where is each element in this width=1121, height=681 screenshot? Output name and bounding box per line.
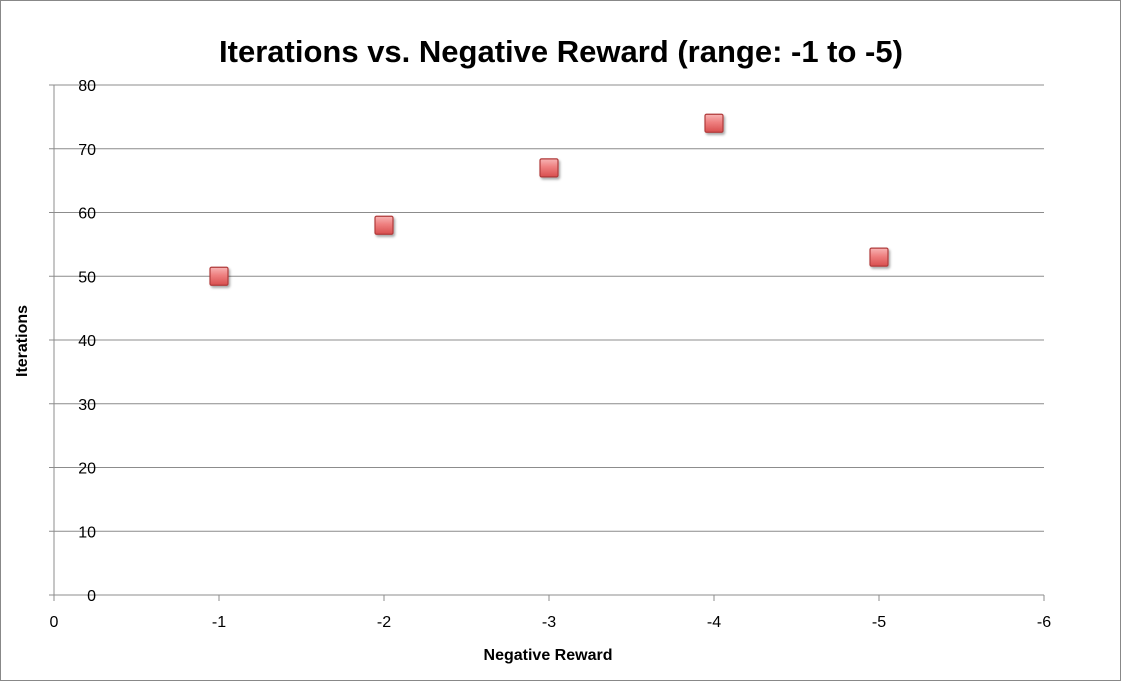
x-tick-label: -5 [872, 614, 886, 631]
data-point [539, 158, 559, 178]
x-tick-label: -4 [707, 614, 721, 631]
x-axis-label: Negative Reward [484, 647, 613, 664]
gridlines [54, 84, 1044, 532]
y-tick-label: 80 [78, 78, 96, 95]
y-tick-label: 20 [78, 461, 96, 478]
data-point [374, 215, 394, 235]
y-tick-label: 50 [78, 269, 96, 286]
y-tick-label: 70 [78, 142, 96, 159]
y-axis-label: Iterations [14, 305, 31, 377]
data-point [704, 113, 724, 133]
data-points [209, 113, 889, 286]
y-tick-label: 60 [78, 206, 96, 223]
y-tick-labels: 0 10 20 30 40 50 60 70 80 [78, 78, 96, 605]
x-tick-label: -6 [1037, 614, 1051, 631]
y-tick-label: 10 [78, 524, 96, 541]
y-tick-label: 30 [78, 397, 96, 414]
x-tick-label: -1 [212, 614, 226, 631]
x-tick-label: 0 [50, 614, 59, 631]
chart-title: Iterations vs. Negative Reward (range: -… [219, 34, 903, 69]
x-tick-label: -2 [377, 614, 391, 631]
x-tick-labels: 0 -1 -2 -3 -4 -5 -6 [50, 614, 1052, 631]
data-point [209, 266, 229, 286]
axes [49, 84, 1045, 601]
x-tick-label: -3 [542, 614, 556, 631]
y-tick-label: 0 [87, 588, 96, 605]
y-tick-label: 40 [78, 333, 96, 350]
data-point [869, 247, 889, 267]
